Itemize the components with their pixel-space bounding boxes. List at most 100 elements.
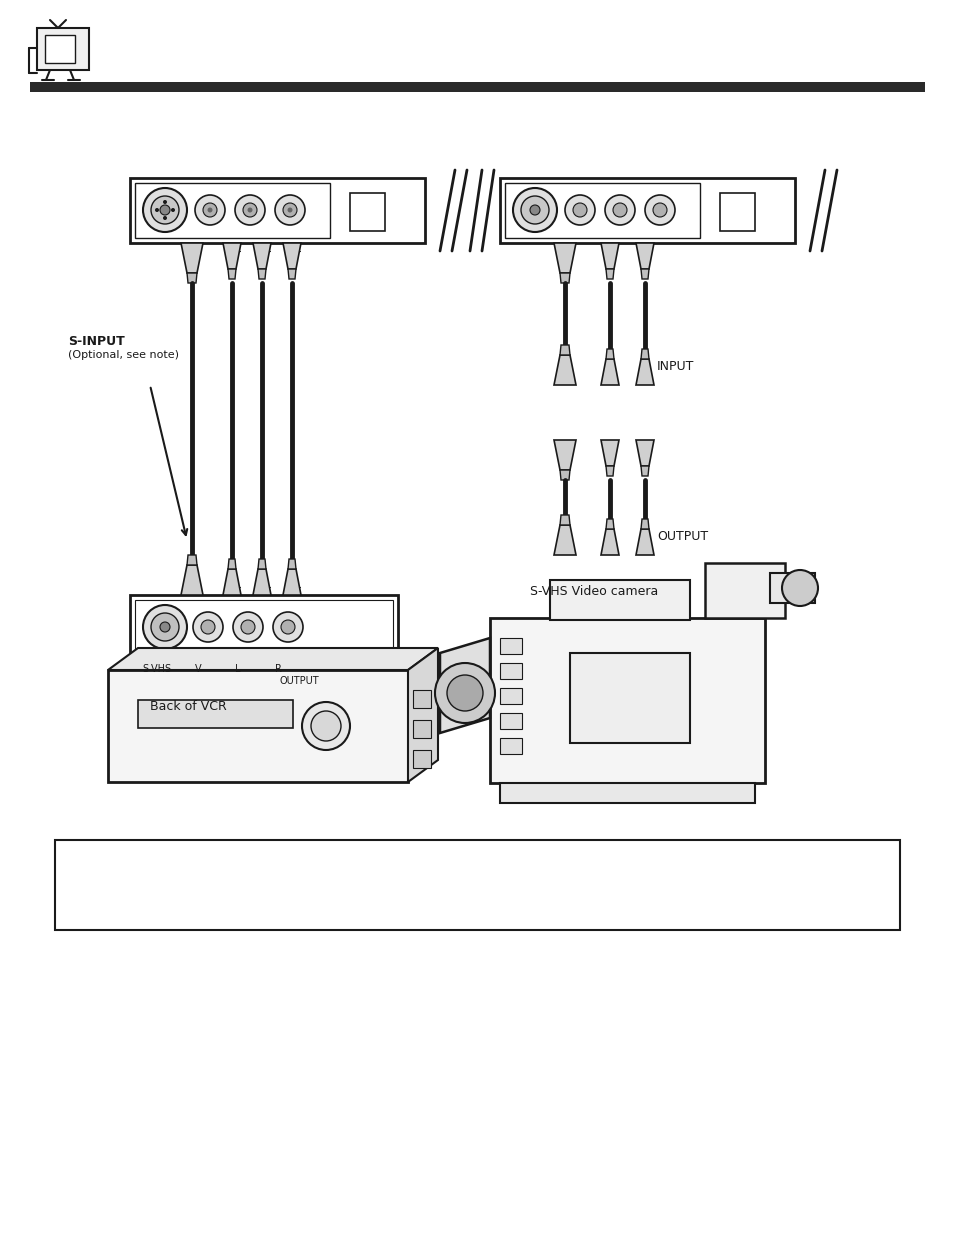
Polygon shape xyxy=(283,569,301,595)
Circle shape xyxy=(143,605,187,650)
Text: OUTPUT: OUTPUT xyxy=(657,530,707,543)
Bar xyxy=(138,700,293,727)
Circle shape xyxy=(287,207,293,212)
Circle shape xyxy=(154,207,159,212)
Polygon shape xyxy=(636,359,654,385)
Polygon shape xyxy=(636,440,654,466)
Polygon shape xyxy=(605,519,614,529)
Polygon shape xyxy=(439,638,490,734)
Polygon shape xyxy=(605,466,614,475)
Bar xyxy=(350,193,385,231)
Polygon shape xyxy=(223,569,241,595)
Circle shape xyxy=(163,200,167,204)
Text: INPUT: INPUT xyxy=(657,359,694,373)
Text: Back of VCR: Back of VCR xyxy=(150,700,227,713)
Bar xyxy=(108,671,408,782)
Bar xyxy=(135,183,330,238)
Polygon shape xyxy=(640,350,648,359)
Bar xyxy=(130,178,424,243)
Bar xyxy=(550,580,689,620)
Text: S-VHS Video camera: S-VHS Video camera xyxy=(530,585,658,598)
Circle shape xyxy=(160,622,170,632)
Polygon shape xyxy=(640,519,648,529)
Circle shape xyxy=(274,195,305,225)
Bar xyxy=(55,840,899,930)
Circle shape xyxy=(564,195,595,225)
Bar xyxy=(413,690,431,708)
Circle shape xyxy=(435,663,495,722)
Polygon shape xyxy=(554,525,576,555)
Polygon shape xyxy=(636,529,654,555)
Polygon shape xyxy=(636,243,654,269)
Circle shape xyxy=(143,188,187,232)
Circle shape xyxy=(233,613,263,642)
Polygon shape xyxy=(223,243,241,269)
Polygon shape xyxy=(600,529,618,555)
Circle shape xyxy=(247,207,253,212)
Text: (Optional, see note): (Optional, see note) xyxy=(68,350,179,359)
Polygon shape xyxy=(559,515,569,525)
Polygon shape xyxy=(600,243,618,269)
Bar xyxy=(499,178,794,243)
Circle shape xyxy=(781,571,817,606)
Bar xyxy=(499,638,521,655)
Polygon shape xyxy=(288,559,295,569)
Polygon shape xyxy=(600,359,618,385)
Circle shape xyxy=(281,620,294,634)
Circle shape xyxy=(613,203,626,217)
Circle shape xyxy=(243,203,256,217)
Circle shape xyxy=(513,188,557,232)
Polygon shape xyxy=(288,269,295,279)
Polygon shape xyxy=(554,354,576,385)
Polygon shape xyxy=(554,243,576,273)
Text: S-INPUT: S-INPUT xyxy=(68,335,125,348)
Text: L: L xyxy=(235,664,240,674)
Bar xyxy=(720,193,754,231)
Bar xyxy=(499,713,521,729)
Polygon shape xyxy=(640,269,648,279)
Circle shape xyxy=(241,620,254,634)
Polygon shape xyxy=(640,466,648,475)
Circle shape xyxy=(644,195,675,225)
Circle shape xyxy=(652,203,666,217)
Polygon shape xyxy=(283,243,301,269)
Bar xyxy=(499,739,521,755)
Circle shape xyxy=(203,203,216,217)
Circle shape xyxy=(447,676,482,711)
Circle shape xyxy=(201,620,214,634)
Polygon shape xyxy=(600,440,618,466)
Circle shape xyxy=(604,195,635,225)
Polygon shape xyxy=(554,440,576,471)
Bar xyxy=(413,720,431,739)
Bar xyxy=(37,28,89,70)
Text: S-VHS: S-VHS xyxy=(142,664,171,674)
Polygon shape xyxy=(228,269,235,279)
Circle shape xyxy=(283,203,296,217)
Circle shape xyxy=(194,195,225,225)
Circle shape xyxy=(163,216,167,220)
Polygon shape xyxy=(253,243,271,269)
Circle shape xyxy=(151,613,179,641)
Bar xyxy=(569,653,689,743)
Polygon shape xyxy=(605,350,614,359)
Circle shape xyxy=(273,613,303,642)
Circle shape xyxy=(151,196,179,224)
Bar xyxy=(490,618,764,783)
Circle shape xyxy=(160,205,170,215)
Polygon shape xyxy=(605,269,614,279)
Bar xyxy=(130,595,397,659)
Polygon shape xyxy=(187,273,196,283)
Text: R: R xyxy=(274,664,281,674)
Text: V: V xyxy=(194,664,201,674)
Polygon shape xyxy=(253,569,271,595)
Circle shape xyxy=(208,207,213,212)
Bar xyxy=(135,600,393,655)
Bar xyxy=(45,35,75,63)
Circle shape xyxy=(520,196,548,224)
Circle shape xyxy=(171,207,174,212)
Bar xyxy=(504,183,700,238)
Circle shape xyxy=(193,613,223,642)
Polygon shape xyxy=(559,471,569,480)
Text: OUTPUT: OUTPUT xyxy=(280,676,319,685)
Circle shape xyxy=(530,205,539,215)
